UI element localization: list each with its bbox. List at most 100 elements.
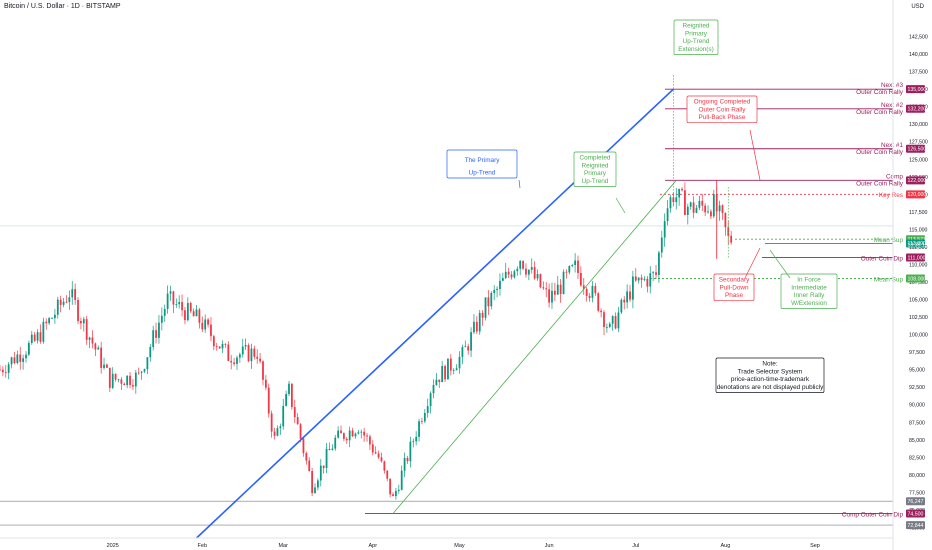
candle-body — [282, 405, 285, 427]
price-badge-text: 76,247 — [908, 499, 924, 505]
candle-body — [403, 457, 406, 471]
candle-body — [623, 299, 626, 303]
candle-body — [701, 200, 704, 206]
candle-body — [155, 330, 157, 338]
candle-body — [718, 205, 721, 212]
candle-body — [97, 347, 100, 350]
candle-body — [666, 208, 669, 222]
y-tick-label: 142,500 — [909, 35, 928, 41]
candle-body — [134, 372, 137, 387]
candle-body — [484, 297, 487, 318]
callout-pointer — [744, 247, 761, 279]
primary-uptrend-callout-text: The Primary — [465, 157, 501, 164]
candle-body — [256, 356, 259, 359]
reignited-callout-text: Reignited — [682, 22, 709, 29]
candle-body — [710, 211, 712, 217]
candle-body — [553, 290, 556, 295]
candle-body — [574, 260, 576, 266]
price-badge — [906, 239, 925, 248]
price-badge — [906, 274, 925, 283]
candle-body — [238, 354, 241, 358]
y-tick-label: 82,500 — [909, 455, 925, 461]
candle-body — [39, 332, 42, 342]
note-callout-text: denotations are not displayed publicly — [717, 384, 824, 391]
candle-body — [215, 346, 218, 348]
candle-body — [692, 202, 695, 213]
candle-body — [80, 320, 82, 324]
candle-body — [0, 369, 1, 371]
y-tick-label: 77,500 — [909, 490, 925, 496]
callout-pointer — [615, 197, 626, 214]
candle-body — [727, 227, 730, 236]
candle-body — [617, 312, 620, 329]
candle-body — [244, 345, 247, 347]
price-badge-text: 108,000 — [908, 276, 927, 282]
candle-body — [290, 383, 293, 408]
candle-body — [146, 357, 149, 370]
candle-body — [704, 205, 707, 213]
callout-pointer — [749, 129, 761, 181]
candle-body — [132, 384, 134, 387]
candle-body — [605, 326, 608, 328]
candle-body — [516, 268, 519, 272]
candle-body — [106, 364, 108, 368]
candle-body — [545, 288, 548, 290]
mean-sup-label: Mean Sup — [874, 237, 904, 244]
reignited-callout-box — [673, 19, 719, 55]
inforce-callout-box — [780, 273, 838, 309]
candle-body — [603, 312, 605, 328]
candle-body — [371, 444, 374, 453]
candle-body — [68, 297, 71, 303]
candle-body — [192, 311, 195, 317]
y-tick-label: 107,500 — [909, 280, 928, 286]
candle-body — [334, 437, 337, 449]
candle-body — [319, 465, 322, 481]
ongoing-callout-box — [686, 95, 758, 124]
candle-body — [712, 194, 715, 217]
candle-body — [296, 417, 299, 425]
candle-body — [175, 304, 178, 305]
candle-body — [152, 330, 155, 348]
candle-body — [678, 188, 681, 198]
candle-body — [536, 274, 539, 279]
candle-body — [230, 360, 233, 363]
candle-body — [588, 295, 591, 298]
candle-body — [467, 346, 470, 351]
candle-body — [33, 334, 36, 341]
reignited-callout-text: Up-Trend — [683, 38, 710, 45]
candle-body — [279, 426, 282, 429]
candle-body — [475, 321, 478, 332]
x-tick-label: Jun — [545, 543, 554, 549]
candle-body — [441, 365, 444, 383]
price-badge — [906, 509, 925, 518]
candle-body — [114, 373, 117, 380]
candle-body — [608, 323, 611, 327]
candle-body — [620, 299, 623, 313]
candle-body — [337, 430, 340, 438]
price-badge — [906, 521, 925, 530]
level-label-bottom: Outer Coin Rally — [856, 109, 904, 116]
candle-body — [724, 212, 727, 228]
x-tick-label: Jul — [632, 543, 639, 549]
candle-body — [160, 315, 163, 323]
candle-body — [10, 357, 13, 365]
y-tick-label: 90,000 — [909, 403, 925, 409]
mean-sup-label: Mean Sup — [874, 277, 904, 284]
candle-body — [317, 480, 319, 488]
y-tick-label: 95,000 — [909, 368, 925, 374]
candle-body — [374, 452, 377, 454]
candle-body — [305, 453, 308, 461]
candle-body — [556, 284, 559, 295]
y-tick-label: 112,500 — [909, 245, 927, 251]
candle-body — [640, 277, 643, 280]
candle-body — [452, 370, 455, 371]
candle-body — [71, 289, 74, 298]
candle-body — [204, 319, 207, 330]
x-tick-label: Sep — [810, 543, 820, 549]
price-badge — [906, 104, 925, 113]
x-tick-label: Mar — [278, 543, 288, 549]
candle-body — [184, 310, 186, 321]
candle-body — [250, 348, 253, 362]
candle-body — [74, 289, 77, 300]
